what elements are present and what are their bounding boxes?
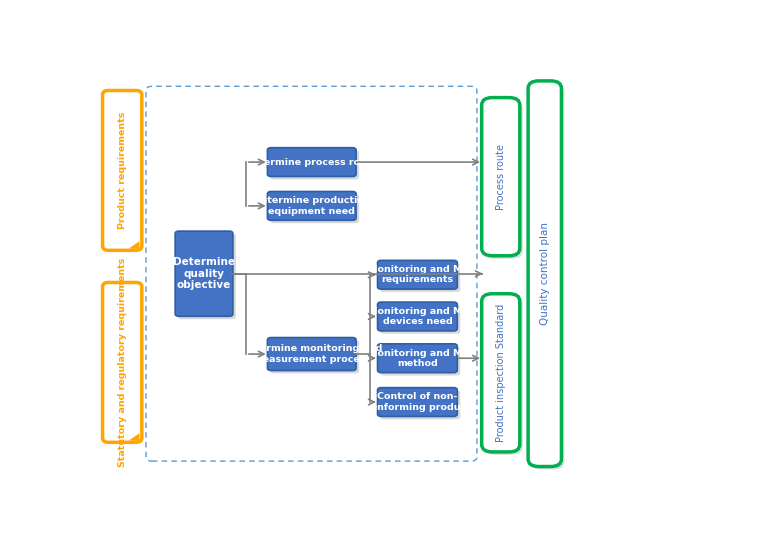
FancyBboxPatch shape: [380, 347, 460, 376]
FancyBboxPatch shape: [380, 263, 460, 292]
Text: Determine
quality
objective: Determine quality objective: [173, 257, 235, 291]
FancyBboxPatch shape: [378, 260, 457, 289]
Text: Product inspection Standard: Product inspection Standard: [495, 304, 506, 442]
FancyBboxPatch shape: [267, 191, 356, 220]
FancyBboxPatch shape: [528, 81, 561, 467]
Text: Monitoring and M.
method: Monitoring and M. method: [369, 349, 466, 368]
Polygon shape: [129, 241, 140, 249]
FancyBboxPatch shape: [485, 100, 523, 259]
FancyBboxPatch shape: [380, 305, 460, 334]
Text: Determine monitoring and
measurement process: Determine monitoring and measurement pro…: [241, 344, 382, 364]
Text: Determine production
equipment need: Determine production equipment need: [253, 196, 371, 216]
FancyBboxPatch shape: [178, 234, 236, 319]
FancyBboxPatch shape: [378, 302, 457, 331]
FancyBboxPatch shape: [270, 195, 359, 223]
Text: Product requirements: Product requirements: [118, 112, 127, 229]
FancyBboxPatch shape: [175, 231, 233, 317]
FancyBboxPatch shape: [482, 294, 520, 452]
FancyBboxPatch shape: [267, 338, 356, 371]
FancyBboxPatch shape: [103, 282, 142, 442]
FancyBboxPatch shape: [485, 296, 523, 455]
FancyBboxPatch shape: [531, 84, 564, 469]
FancyBboxPatch shape: [270, 151, 359, 179]
Text: Process route: Process route: [495, 144, 506, 210]
FancyBboxPatch shape: [270, 340, 359, 373]
Polygon shape: [129, 433, 140, 441]
FancyBboxPatch shape: [103, 91, 142, 250]
Text: Determine process route: Determine process route: [245, 158, 378, 166]
Text: Control of non-
conforming product: Control of non- conforming product: [365, 392, 470, 412]
FancyBboxPatch shape: [267, 147, 356, 177]
FancyBboxPatch shape: [378, 388, 457, 416]
Text: Quality control plan: Quality control plan: [540, 222, 550, 325]
FancyBboxPatch shape: [380, 391, 460, 420]
Text: Monitoring and M.
requirements: Monitoring and M. requirements: [369, 265, 466, 285]
FancyBboxPatch shape: [482, 98, 520, 256]
FancyBboxPatch shape: [378, 344, 457, 372]
Text: Monitoring and M.
devices need: Monitoring and M. devices need: [369, 307, 466, 326]
Text: Statutory and regulatory requirements: Statutory and regulatory requirements: [118, 257, 127, 467]
